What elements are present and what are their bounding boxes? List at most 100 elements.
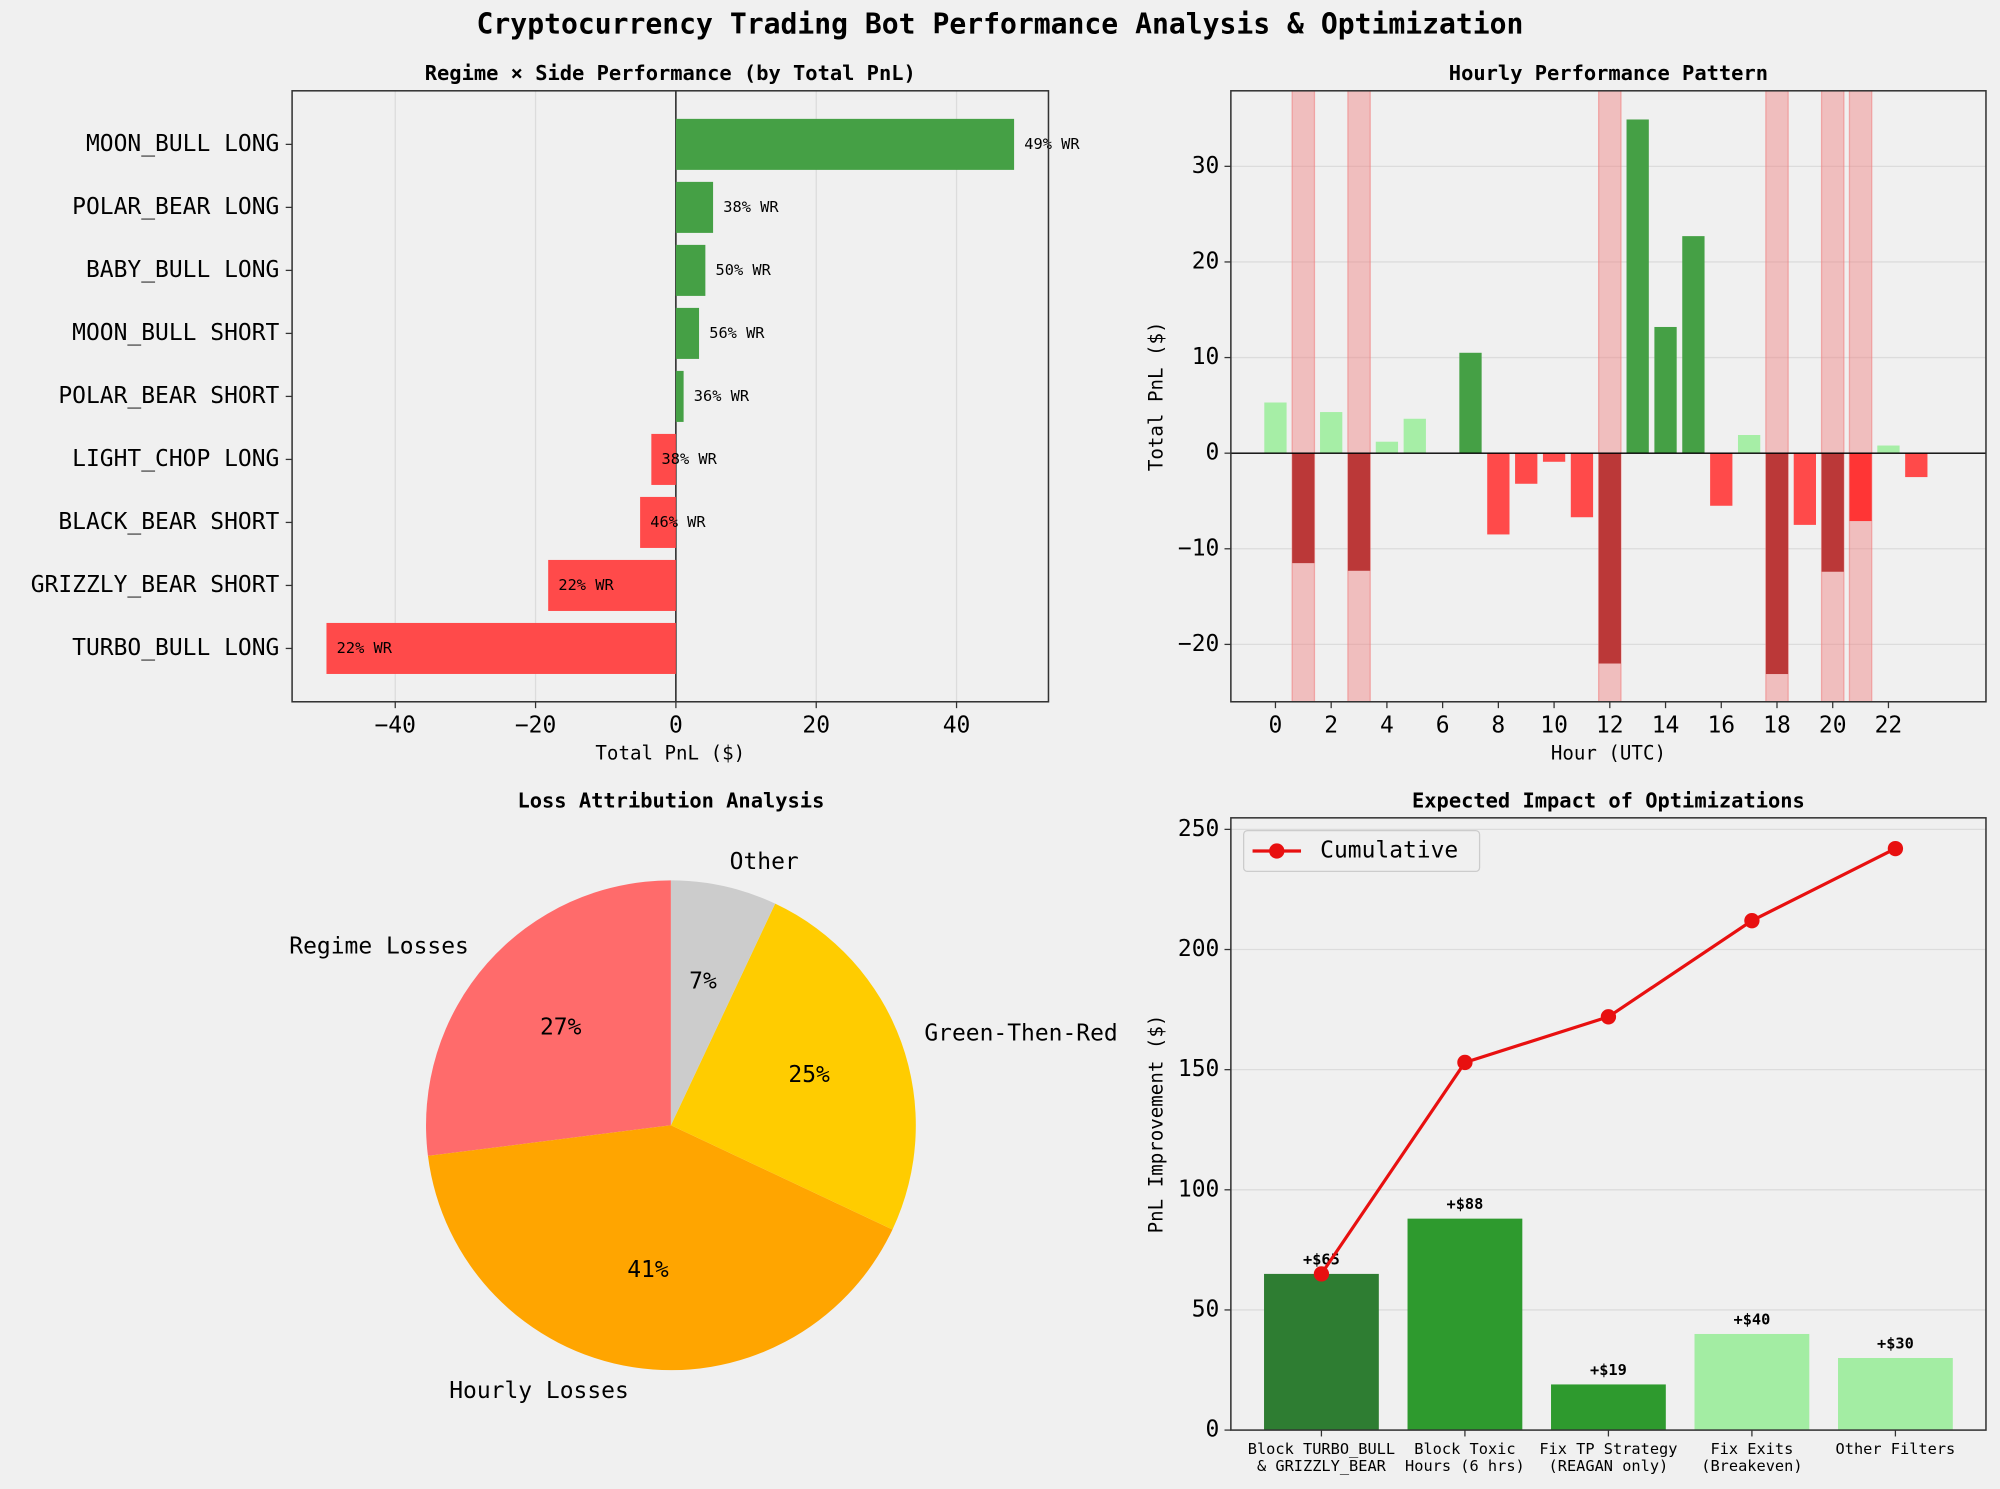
y-tick-label: MOON_BULL SHORT (72, 320, 279, 346)
bar-label: +$19 (1590, 1361, 1627, 1379)
x-tick-label: Other Filters (1836, 1440, 1956, 1458)
y-tick-label: BLACK_BEAR SHORT (58, 509, 279, 535)
bar (1347, 453, 1371, 571)
x-tick-label: 4 (1380, 713, 1394, 739)
x-tick-line: Other Filters (1836, 1440, 1956, 1458)
y-tick-label: 200 (1178, 936, 1219, 962)
legend-marker (1269, 843, 1285, 859)
bar (1459, 352, 1482, 454)
bar (675, 370, 684, 422)
bar (1821, 453, 1844, 572)
bar (1793, 453, 1817, 525)
slice-label: Green-Then-Red (924, 1020, 1117, 1046)
bar (1710, 453, 1733, 506)
bar (1487, 453, 1510, 535)
bar (651, 433, 676, 485)
bar (1515, 453, 1538, 484)
slice-label: Regime Losses (289, 934, 469, 960)
pie-slice (426, 880, 671, 1156)
x-tick-label: Block Toxic Hours (6 hrs) (1405, 1440, 1525, 1475)
slice-value: 27% (540, 1015, 582, 1041)
highlight-band (1291, 90, 1316, 703)
bar (1877, 445, 1900, 454)
y-tick-label: −10 (1178, 535, 1219, 561)
x-tick-line: Block TURBO_BULL (1248, 1440, 1395, 1458)
highlight-band (1347, 90, 1371, 703)
bar (675, 244, 706, 296)
bar (1598, 453, 1621, 664)
slice-label: Hourly Losses (449, 1378, 629, 1404)
bar (1694, 1333, 1810, 1431)
x-tick-label: 10 (1540, 713, 1568, 739)
bar-label: 49% WR (1024, 135, 1080, 153)
y-tick-label: GRIZZLY_BEAR SHORT (31, 572, 280, 598)
x-tick-line: & GRIZZLY_BEAR (1257, 1456, 1387, 1474)
x-tick-line: Hours (6 hrs) (1405, 1456, 1525, 1474)
bar (1765, 453, 1789, 675)
bar (1264, 402, 1287, 454)
bar (1542, 453, 1566, 462)
bar-label: +$40 (1733, 1310, 1770, 1328)
y-tick-label: LIGHT_CHOP LONG (72, 446, 279, 472)
highlight-band (1848, 90, 1873, 703)
bar (640, 496, 676, 548)
slice-label: Other (730, 849, 799, 875)
bar-label: 56% WR (709, 324, 765, 342)
bar (1849, 453, 1872, 522)
y-tick-label: 100 (1178, 1176, 1219, 1202)
bar-label: 46% WR (650, 513, 706, 531)
x-tick-label: 2 (1324, 713, 1338, 739)
bar (1682, 236, 1705, 454)
slice-value: 7% (689, 968, 717, 994)
bar (675, 307, 700, 359)
y-axis-label: PnL Improvement ($) (1144, 1015, 1167, 1234)
x-tick-label: 14 (1652, 713, 1680, 739)
bar (1654, 326, 1677, 454)
y-tick-label: POLAR_BEAR SHORT (58, 383, 279, 409)
bar (1403, 418, 1426, 454)
bar (1375, 441, 1399, 454)
chart-title: Hourly Performance Pattern (1449, 61, 1768, 85)
y-tick-label: −20 (1178, 631, 1219, 657)
y-tick-label: 150 (1178, 1056, 1219, 1082)
bar (548, 559, 676, 611)
y-tick-label: BABY_BULL LONG (86, 257, 279, 283)
x-tick-label: 0 (669, 713, 683, 739)
x-tick-label: 16 (1707, 713, 1735, 739)
x-tick-label: 20 (802, 713, 830, 739)
x-tick-label: Block TURBO_BULL & GRIZZLY_BEAR (1248, 1440, 1395, 1475)
y-tick-label: 30 (1192, 153, 1220, 179)
bar-label: 22% WR (558, 576, 614, 594)
bar (1407, 1218, 1523, 1431)
line-marker (1744, 913, 1760, 929)
bar-label: 22% WR (337, 639, 393, 657)
plot-frame (1230, 817, 1987, 1431)
bar-label: 50% WR (716, 261, 772, 279)
bar-label: 36% WR (694, 387, 750, 405)
y-tick-label: 10 (1192, 344, 1220, 370)
slice-value: 41% (627, 1257, 669, 1283)
x-tick-label: 18 (1763, 713, 1791, 739)
bar-label: +$30 (1877, 1334, 1914, 1352)
y-tick-label: MOON_BULL LONG (86, 131, 279, 157)
bar (1264, 1273, 1379, 1431)
y-tick-label: POLAR_BEAR LONG (72, 194, 279, 220)
bar-label: 38% WR (662, 450, 718, 468)
x-axis-label: Total PnL ($) (595, 742, 745, 765)
x-tick-label: −40 (375, 713, 416, 739)
x-tick-label: 6 (1436, 713, 1450, 739)
pie-slice (670, 903, 916, 1230)
x-tick-label: Fix TP Strategy (REAGAN only) (1539, 1440, 1677, 1475)
x-tick-label: 12 (1596, 713, 1624, 739)
page-title: Cryptocurrency Trading Bot Performance A… (477, 8, 1524, 41)
plot-frame (291, 90, 1050, 703)
pie-slice (670, 880, 776, 1126)
highlight-band (1820, 90, 1845, 703)
x-tick-label: 8 (1491, 713, 1505, 739)
bar (1292, 453, 1315, 564)
x-tick-label: 20 (1819, 713, 1847, 739)
x-tick-label: 0 (1269, 713, 1283, 739)
bar-label: 38% WR (723, 198, 779, 216)
legend-box (1242, 829, 1481, 873)
bar (1320, 412, 1343, 454)
